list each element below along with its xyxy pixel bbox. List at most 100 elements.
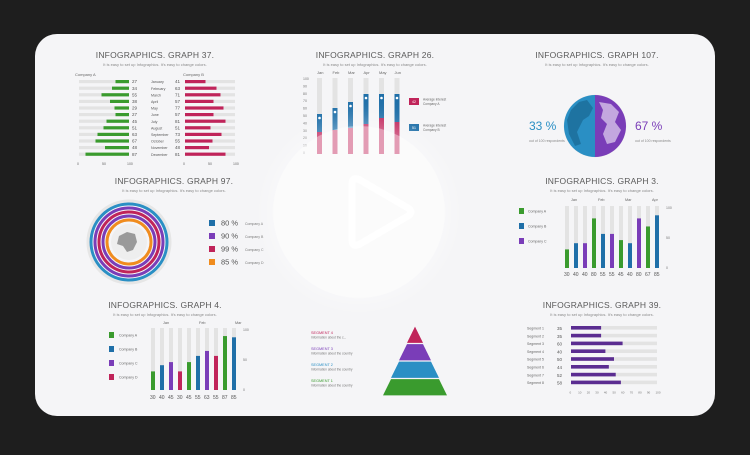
row-bar bbox=[571, 365, 609, 369]
column-value: 40 bbox=[573, 272, 579, 278]
row-label: Segment 6 bbox=[527, 366, 544, 370]
month-label: January bbox=[151, 80, 164, 84]
y-tick-label: 50 bbox=[243, 358, 247, 362]
left-bar bbox=[95, 139, 129, 143]
column-value: 40 bbox=[582, 272, 588, 278]
right-bar bbox=[185, 99, 214, 103]
right-bar bbox=[185, 146, 209, 150]
column-track bbox=[187, 328, 191, 390]
x-tick-label: 40 bbox=[604, 390, 608, 394]
ring bbox=[93, 206, 165, 278]
left-percent: 33 % bbox=[529, 119, 557, 133]
column-bar bbox=[601, 233, 605, 268]
left-value-label: 45 bbox=[132, 119, 138, 124]
right-value-label: 57 bbox=[175, 112, 181, 117]
x-tick-label: 90 bbox=[647, 390, 651, 394]
segment-name: SEGMENT 4 bbox=[311, 331, 333, 335]
row-bar bbox=[571, 349, 606, 353]
right-value-label: 51 bbox=[175, 125, 181, 130]
legend-label: Company C bbox=[245, 248, 264, 252]
column-value: 45 bbox=[618, 272, 624, 278]
right-value-label: 77 bbox=[175, 106, 181, 111]
left-bar bbox=[103, 126, 129, 130]
y-tick-label: 40 bbox=[303, 121, 307, 125]
column-bar bbox=[646, 226, 650, 268]
month-label: Mar bbox=[625, 198, 632, 202]
column-value: 63 bbox=[204, 395, 210, 401]
month-label: Feb bbox=[199, 321, 206, 325]
left-value-label: 34 bbox=[132, 86, 138, 91]
y-tick-label: 30 bbox=[303, 129, 307, 133]
globe-continent-right bbox=[599, 102, 621, 144]
row-bar bbox=[571, 357, 614, 361]
left-bar-track bbox=[79, 113, 129, 117]
legend-label: Company A bbox=[245, 222, 264, 226]
row-bar bbox=[571, 372, 616, 377]
ring bbox=[101, 214, 157, 270]
graph-107-subtitle: It is easy to set up Infographics. It's … bbox=[545, 62, 649, 67]
row-track bbox=[571, 333, 657, 338]
globe-land bbox=[117, 232, 137, 252]
right-bar-track bbox=[185, 146, 235, 150]
play-icon[interactable] bbox=[338, 172, 418, 252]
right-value-label: 41 bbox=[175, 79, 181, 84]
right-value-label: 73 bbox=[175, 132, 181, 137]
right-axis-tick: 50 bbox=[208, 162, 212, 166]
x-tick-label: 100 bbox=[656, 390, 661, 394]
segment-name: SEGMENT 2 bbox=[311, 363, 333, 367]
y-tick-label: 50 bbox=[303, 114, 307, 118]
right-bar bbox=[185, 113, 214, 117]
row-track bbox=[571, 326, 657, 330]
column-value: 80 bbox=[636, 272, 642, 278]
column-bar bbox=[214, 355, 218, 390]
left-value-label: 48 bbox=[132, 145, 138, 150]
segment-desc: Information about the country bbox=[311, 368, 353, 372]
graph-26-subtitle: It is easy to set up Infographics. It's … bbox=[323, 62, 427, 67]
row-value: 60 bbox=[557, 342, 563, 347]
left-bar bbox=[114, 106, 129, 110]
legend-swatch bbox=[209, 233, 215, 239]
legend-label: Company B bbox=[245, 235, 264, 239]
y-tick-label: 70 bbox=[303, 99, 307, 103]
column-bar bbox=[583, 243, 587, 268]
month-label: August bbox=[151, 126, 162, 130]
column-top bbox=[363, 94, 369, 124]
column-value: 67 bbox=[645, 272, 651, 278]
right-value-label: 48 bbox=[175, 145, 181, 150]
column-bar bbox=[565, 249, 569, 268]
legend-swatch bbox=[519, 208, 524, 214]
left-bar bbox=[112, 86, 129, 90]
row-label: Segment 4 bbox=[527, 350, 544, 354]
right-series-label: Company B bbox=[183, 72, 204, 77]
column-value: 45 bbox=[168, 395, 174, 401]
column-marker bbox=[364, 96, 368, 100]
month-label: May bbox=[151, 107, 158, 111]
legend-percent: 85 % bbox=[221, 258, 238, 267]
segment-name: SEGMENT 1 bbox=[311, 379, 333, 383]
y-tick-label: 90 bbox=[303, 84, 307, 88]
legend-swatch bbox=[519, 238, 524, 244]
graph-4-subtitle: It is easy to set up Infographics. It's … bbox=[113, 312, 217, 317]
legend-percent: 90 % bbox=[221, 232, 238, 241]
column-track bbox=[160, 328, 164, 390]
month-label: Apr bbox=[364, 70, 371, 75]
column-bar bbox=[169, 362, 173, 390]
play-button-circle[interactable] bbox=[273, 126, 445, 298]
column-value: 45 bbox=[186, 395, 192, 401]
column-bar bbox=[232, 337, 236, 390]
legend-percent: 80 % bbox=[221, 219, 238, 228]
month-label: Jan bbox=[571, 198, 577, 202]
graph-3-subtitle: It is easy to set up Infographics. It's … bbox=[550, 188, 654, 193]
pyramid-layer bbox=[399, 344, 431, 361]
month-label: December bbox=[151, 153, 168, 157]
month-label: May bbox=[379, 70, 387, 75]
video-thumbnail-card[interactable]: INFOGRAPHICS. GRAPH 37. It is easy to se… bbox=[35, 34, 715, 416]
left-bar bbox=[106, 119, 129, 123]
column-bar bbox=[205, 350, 209, 390]
column-value: 30 bbox=[150, 395, 156, 401]
left-caption: out of 100 respondents bbox=[529, 139, 565, 143]
right-value-label: 63 bbox=[175, 86, 181, 91]
ring-bg bbox=[86, 199, 172, 285]
month-label: Mar bbox=[348, 70, 356, 75]
left-bar-track bbox=[79, 106, 129, 110]
